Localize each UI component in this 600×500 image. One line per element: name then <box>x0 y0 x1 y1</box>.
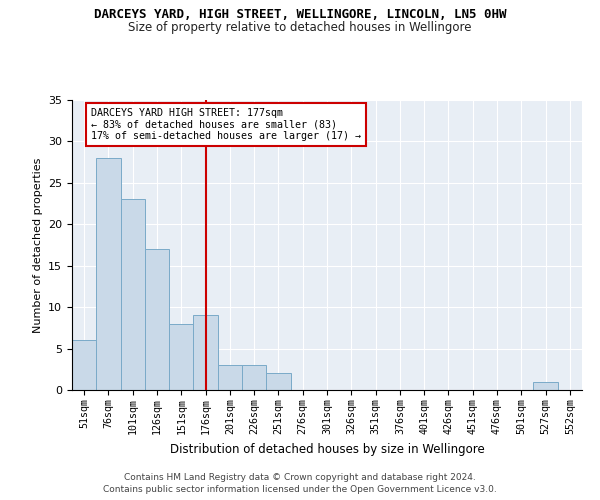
Bar <box>145 249 169 390</box>
Bar <box>242 365 266 390</box>
Bar <box>72 340 96 390</box>
Bar <box>121 200 145 390</box>
Text: Contains public sector information licensed under the Open Government Licence v3: Contains public sector information licen… <box>103 485 497 494</box>
Bar <box>169 324 193 390</box>
Text: Distribution of detached houses by size in Wellingore: Distribution of detached houses by size … <box>170 442 484 456</box>
Bar <box>533 382 558 390</box>
Bar <box>218 365 242 390</box>
Text: Contains HM Land Registry data © Crown copyright and database right 2024.: Contains HM Land Registry data © Crown c… <box>124 472 476 482</box>
Text: DARCEYS YARD, HIGH STREET, WELLINGORE, LINCOLN, LN5 0HW: DARCEYS YARD, HIGH STREET, WELLINGORE, L… <box>94 8 506 20</box>
Bar <box>96 158 121 390</box>
Bar <box>266 374 290 390</box>
Text: Size of property relative to detached houses in Wellingore: Size of property relative to detached ho… <box>128 21 472 34</box>
Text: DARCEYS YARD HIGH STREET: 177sqm
← 83% of detached houses are smaller (83)
17% o: DARCEYS YARD HIGH STREET: 177sqm ← 83% o… <box>91 108 361 142</box>
Bar <box>193 316 218 390</box>
Y-axis label: Number of detached properties: Number of detached properties <box>32 158 43 332</box>
